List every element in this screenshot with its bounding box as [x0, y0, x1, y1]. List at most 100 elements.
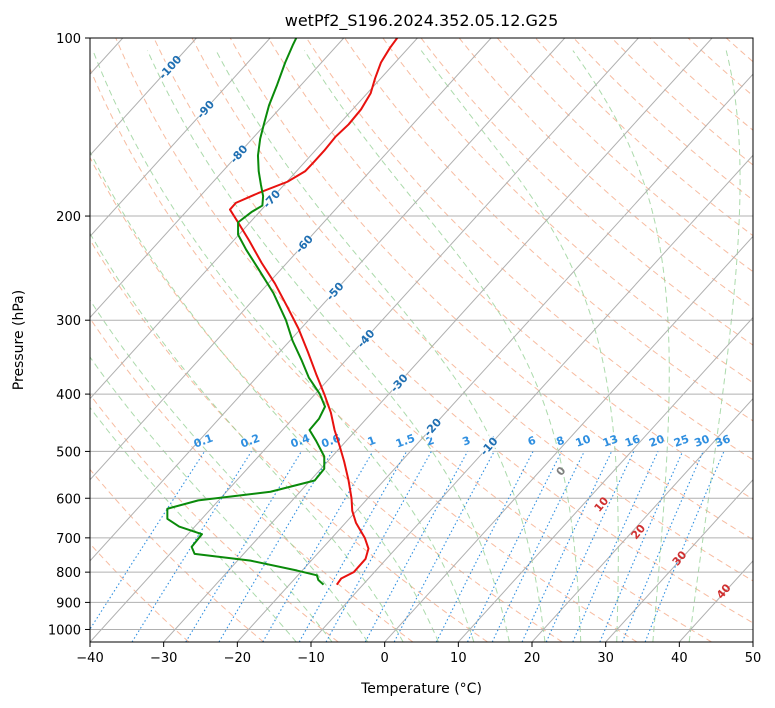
y-tick-label: 300: [56, 314, 81, 329]
moist-adiabat-line: [90, 356, 333, 642]
y-tick-label: 500: [56, 445, 81, 460]
mixing-ratio-line: [364, 451, 469, 642]
y-tick-label: 200: [56, 210, 81, 225]
mixing-ratio-line: [90, 451, 206, 631]
isotherm-line: [90, 38, 418, 400]
x-tick-label: −10: [297, 651, 324, 666]
isotherm-line: [384, 235, 753, 642]
x-tick-label: 10: [450, 651, 467, 666]
mixing-ratio-label: 20: [647, 432, 666, 450]
dewpoint-profile-line: [166, 38, 326, 586]
isotherm-line: [90, 38, 271, 238]
mixing-ratio-line: [621, 451, 704, 642]
mixing-ratio-line: [467, 451, 563, 642]
x-tick-label: 30: [597, 651, 614, 666]
isotherm-line: [531, 397, 753, 642]
x-tick-label: 40: [671, 651, 688, 666]
dry-adiabat-line: [90, 156, 563, 642]
moist-adiabat-line: [90, 406, 297, 642]
moist-adiabat-line: [572, 50, 670, 642]
plot-frame: [89, 37, 754, 643]
isotherm-line: [90, 38, 492, 481]
mixing-ratio-line: [185, 451, 302, 642]
isotherm-line: [236, 73, 753, 642]
x-tick-label: −40: [76, 651, 103, 666]
x-tick-label: 0: [381, 651, 389, 666]
dry-adiabat-line: [153, 38, 753, 624]
mixing-ratio-label: 2: [424, 434, 436, 449]
mixing-ratio-label: 6: [526, 434, 538, 449]
dry-adiabat-line: [306, 38, 753, 461]
isotherm-label-background: [158, 54, 182, 79]
dry-adiabat-line: [90, 238, 488, 642]
moist-adiabat-line: [304, 50, 582, 642]
x-tick-label: 50: [745, 651, 762, 666]
dry-adiabat-line: [267, 38, 753, 500]
mixing-ratio-label: 10: [574, 432, 593, 450]
dry-adiabat-line: [191, 38, 753, 582]
moist-adiabat-line: [147, 50, 510, 642]
mixing-ratio-label: 13: [601, 432, 620, 449]
isotherm-line: [90, 38, 197, 156]
y-tick-label: 400: [56, 388, 81, 403]
mixing-ratio-line: [644, 451, 725, 642]
y-tick-label: 900: [56, 596, 81, 611]
moist-adiabat-line: [90, 299, 369, 642]
mixing-ratio-label: 25: [672, 432, 691, 449]
mixing-ratio-line: [435, 451, 534, 642]
x-tick-label: −20: [224, 651, 251, 666]
isotherm-label-background: [259, 186, 283, 211]
isotherm-label-background: [420, 415, 444, 439]
moist-adiabat-line: [215, 50, 546, 642]
isotherm-line: [457, 316, 753, 642]
y-tick-label: 1000: [48, 623, 81, 638]
y-tick-label: 600: [56, 492, 81, 507]
x-axis-label: Temperature (°C): [360, 681, 482, 697]
isotherm-line: [90, 38, 345, 319]
mixing-ratio-label: 3: [461, 434, 473, 449]
isotherm-label-background: [353, 326, 377, 350]
isotherm-line: [605, 478, 753, 642]
axes: −40 −30 −20 −10 0 10 20 30 40 5010020030040050060…: [48, 32, 761, 666]
mixing-ratio-label: 8: [555, 434, 567, 449]
mixing-ratio-line: [572, 451, 659, 642]
mixing-ratio-label: 0.4: [289, 432, 312, 451]
mixing-ratio-label: 36: [713, 432, 732, 450]
temperature-profile-line: [228, 38, 398, 586]
y-tick-label: 100: [56, 32, 81, 47]
moist-adiabat-line: [92, 50, 475, 642]
mixing-ratio-line: [298, 451, 408, 642]
moist-adiabat-line: [90, 232, 404, 642]
dry-adiabat-line: [90, 393, 339, 642]
mixing-ratio-label: 30: [693, 432, 712, 450]
mixing-ratio-line: [545, 451, 635, 642]
chart-title: wetPf2_S196.2024.352.05.12.G25: [285, 11, 559, 31]
mixing-ratio-label: 1: [366, 434, 378, 449]
dry-adiabat-line: [90, 543, 190, 642]
dry-adiabat-line: [458, 38, 753, 309]
moist-adiabat-line: [688, 50, 741, 642]
mixing-ratio-label: 16: [623, 432, 642, 450]
dry-adiabat-line: [90, 468, 264, 642]
plot-border: [89, 37, 754, 643]
isotherm-line: [90, 38, 566, 562]
isotherm-line: [310, 154, 753, 642]
isotherm-label-background: [322, 279, 346, 303]
y-tick-label: 700: [56, 532, 81, 547]
mixing-ratio-line: [599, 451, 684, 642]
isotherm-label-background: [226, 141, 250, 166]
mixing-ratio-label: 1.5: [394, 432, 417, 451]
mixing-ratio-label: 0.1: [192, 432, 215, 451]
isotherm-label-background: [387, 370, 411, 395]
isotherm-line: [163, 38, 713, 642]
x-tick-label: −30: [150, 651, 177, 666]
y-axis-label: Pressure (hPa): [11, 290, 27, 390]
isotherm-label-background: [476, 434, 500, 458]
moist-adiabat-line: [90, 150, 439, 642]
mixing-ratio-line: [325, 451, 432, 642]
mixing-ratio-label: 0.2: [239, 432, 262, 451]
plot-area: 0.10.20.40.611.52346810131620253036-100-…: [90, 38, 753, 642]
isotherm-label-background: [193, 97, 217, 121]
x-tick-label: 20: [524, 651, 541, 666]
